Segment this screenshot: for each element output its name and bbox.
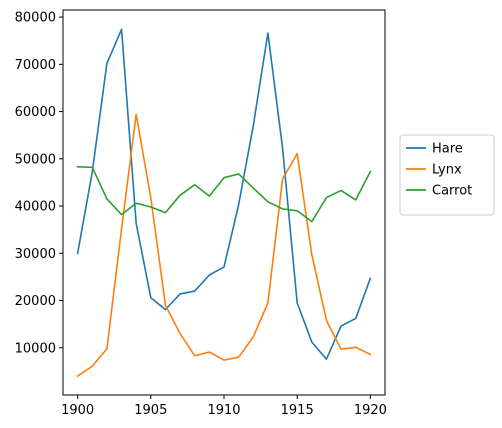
x-axis: 1900 1905 1910 1915 1920: [61, 395, 387, 418]
y-tick-label: 20000: [15, 294, 56, 309]
legend-label-lynx: Lynx: [432, 163, 462, 178]
series-line-lynx: [76, 113, 372, 378]
series-line-hare: [76, 28, 372, 360]
y-tick-label: 80000: [15, 11, 56, 26]
legend: Hare Lynx Carrot: [399, 134, 495, 216]
y-tick-label: 50000: [15, 152, 56, 167]
legend-label-carrot: Carrot: [432, 184, 472, 199]
y-tick-label: 30000: [15, 247, 56, 262]
y-tick-label: 70000: [15, 58, 56, 73]
legend-label-hare: Hare: [432, 142, 463, 157]
y-axis: 10000 20000 30000 40000 50000 60000 70000 80000: [15, 11, 63, 356]
y-tick-label: 60000: [15, 105, 56, 120]
y-tick-label: 40000: [15, 200, 56, 215]
plot-area: [76, 28, 372, 378]
x-tick-label: 1905: [134, 403, 167, 418]
x-tick-label: 1915: [281, 403, 314, 418]
x-tick-label: 1910: [207, 403, 240, 418]
x-tick-label: 1920: [354, 403, 387, 418]
x-tick-label: 1900: [61, 403, 94, 418]
y-tick-label: 10000: [15, 341, 56, 356]
legend-box: [399, 134, 495, 216]
series-line-carrot: [76, 166, 372, 223]
